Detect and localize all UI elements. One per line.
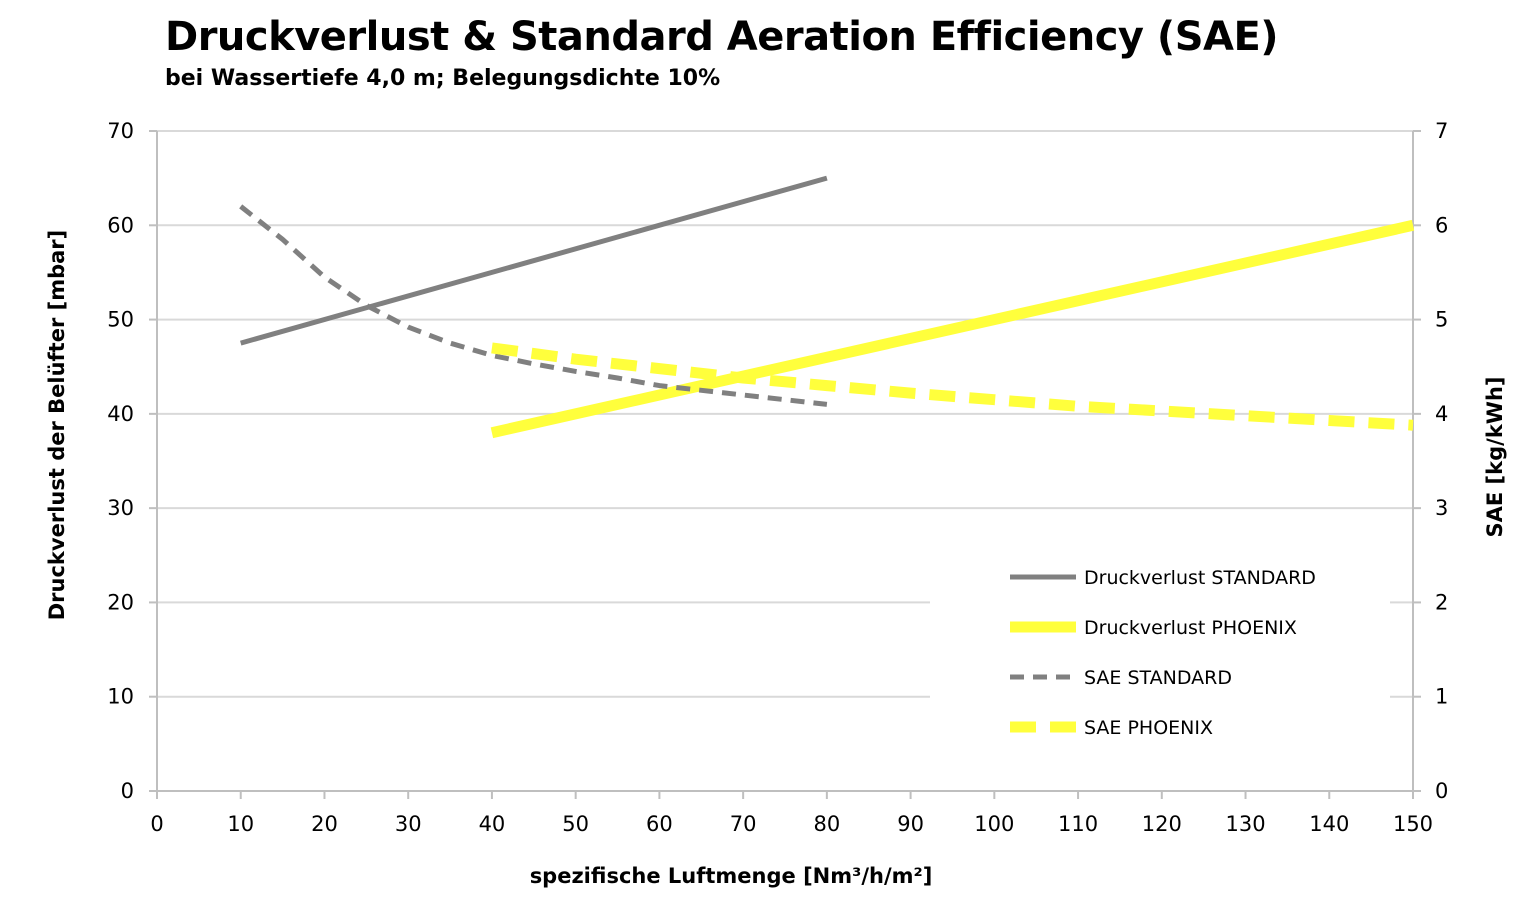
legend-label: SAE STANDARD [1084, 667, 1232, 689]
y-tick-label: 40 [107, 402, 134, 426]
y2-tick-label: 7 [1435, 119, 1448, 143]
x-tick-label: 0 [150, 812, 163, 836]
series-line-sae-phoenix [491, 342, 1414, 431]
legend-label: Druckverlust PHOENIX [1084, 617, 1297, 639]
series-line-druckverlust-phoenix [490, 219, 1415, 439]
y-tick-label: 60 [107, 213, 134, 237]
y2-tick-label: 5 [1435, 308, 1448, 332]
x-tick-label: 100 [974, 812, 1014, 836]
y2-axis-title: SAE [kg/kWh] [1483, 377, 1507, 538]
series-line-druckverlust-standard [240, 175, 828, 346]
y2-tick-label: 2 [1435, 590, 1448, 614]
x-tick-label: 140 [1309, 812, 1349, 836]
x-tick-label: 30 [395, 812, 422, 836]
y-axis-title: Druckverlust der Belüfter [mbar] [45, 230, 69, 621]
x-tick-label: 110 [1058, 812, 1098, 836]
y-tick-label: 20 [107, 590, 134, 614]
x-tick-label: 130 [1225, 812, 1265, 836]
y2-tick-label: 0 [1435, 779, 1448, 803]
legend-label: SAE PHOENIX [1084, 717, 1213, 739]
series-line-sae-standard [239, 204, 828, 407]
legend: Druckverlust STANDARD Druckverlust PHOENI… [1010, 567, 1316, 739]
y2-tick-label: 1 [1435, 685, 1448, 709]
x-tick-label: 40 [479, 812, 506, 836]
x-tick-label: 60 [646, 812, 673, 836]
y2-tick-label: 3 [1435, 496, 1448, 520]
y-tick-label: 50 [107, 308, 134, 332]
y-tick-label: 30 [107, 496, 134, 520]
series-lines [239, 175, 1415, 439]
x-tick-label: 150 [1393, 812, 1433, 836]
x-tick-label: 70 [730, 812, 757, 836]
x-tick-label: 80 [813, 812, 840, 836]
chart-subtitle: bei Wassertiefe 4,0 m; Belegungsdichte 1… [165, 66, 721, 91]
legend-box [930, 545, 1390, 755]
y-tick-label: 10 [107, 685, 134, 709]
y2-tick-label: 6 [1435, 213, 1448, 237]
x-axis-title: spezifische Luftmenge [Nm³/h/m²] [530, 864, 933, 888]
y-tick-label: 70 [107, 119, 134, 143]
legend-label: Druckverlust STANDARD [1084, 567, 1316, 589]
x-tick-label: 10 [227, 812, 254, 836]
x-tick-label: 90 [897, 812, 924, 836]
legend-background [930, 545, 1390, 755]
x-tick-label: 20 [311, 812, 338, 836]
y-tick-label: 0 [121, 779, 134, 803]
chart-title: Druckverlust & Standard Aeration Efficie… [165, 14, 1279, 60]
y2-tick-label: 4 [1435, 402, 1448, 426]
x-tick-label: 50 [562, 812, 589, 836]
x-tick-label: 120 [1142, 812, 1182, 836]
grid-lines [157, 130, 1413, 698]
